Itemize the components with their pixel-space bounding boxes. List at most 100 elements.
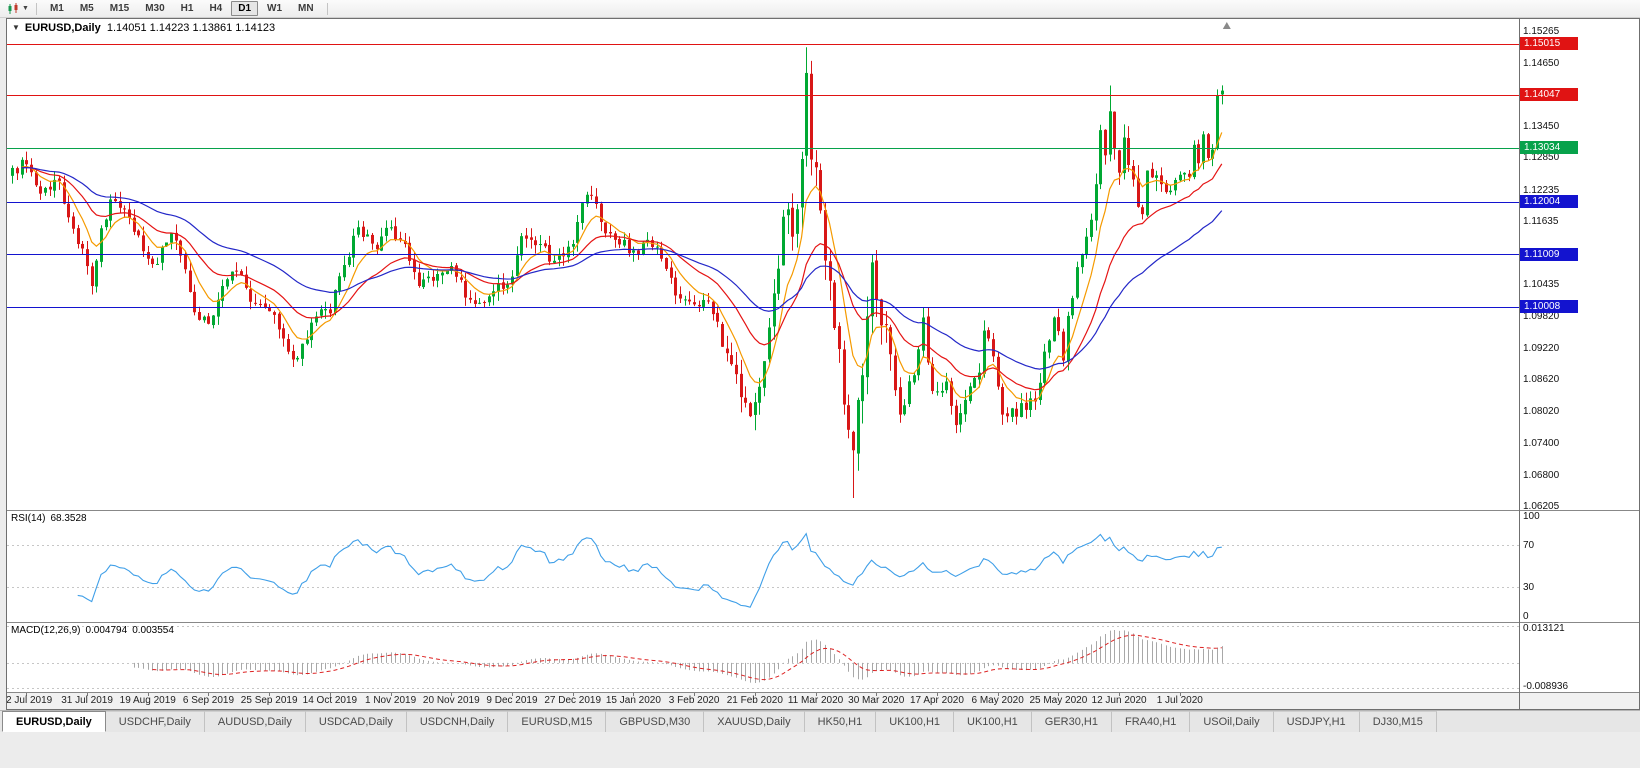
chevron-down-icon[interactable]: ▼ xyxy=(22,5,29,12)
timeframe-button-m30[interactable]: M30 xyxy=(145,3,165,14)
date-label: 27 Dec 2019 xyxy=(544,695,602,706)
macd-title: MACD(12,26,9) 0.004794 0.003554 xyxy=(11,625,174,636)
chart-tab-dj30-m15[interactable]: DJ30,M15 xyxy=(1359,711,1437,732)
date-label: 11 Mar 2020 xyxy=(787,695,844,706)
price-label: 1.06205 xyxy=(1523,501,1560,511)
date-label: 3 Feb 2020 xyxy=(668,695,720,706)
date-tick xyxy=(208,693,209,696)
rsi-level-label: 70 xyxy=(1523,539,1535,551)
date-label: 25 May 2020 xyxy=(1029,695,1088,706)
symbol-label: EURUSD,Daily xyxy=(24,22,101,34)
date-tick xyxy=(633,693,634,696)
price-label: 1.13450 xyxy=(1523,120,1560,132)
main-chart-canvas[interactable] xyxy=(7,19,1519,510)
date-label: 19 Aug 2019 xyxy=(119,695,176,706)
date-label: 1 Nov 2019 xyxy=(365,695,417,706)
chart-type-button[interactable] xyxy=(4,1,24,16)
macd-axis-label: 0.013121 xyxy=(1523,623,1565,634)
rsi-value: 68.3528 xyxy=(50,513,87,524)
macd-signal-value: 0.003554 xyxy=(132,625,174,636)
price-label: 1.08020 xyxy=(1523,405,1560,417)
one-click-trading-toggle-icon[interactable]: ▼ xyxy=(12,23,20,32)
macd-main-value: 0.004794 xyxy=(85,625,128,636)
chart-tab-uk100-h1[interactable]: UK100,H1 xyxy=(954,711,1032,732)
price-line-tag: 1.11009 xyxy=(1520,247,1578,261)
timeframe-button-w1[interactable]: W1 xyxy=(267,3,283,14)
chart-tab-fra40-h1[interactable]: FRA40,H1 xyxy=(1111,711,1191,732)
chart-tab-audusd-daily[interactable]: AUDUSD,Daily xyxy=(204,711,306,732)
chart-tab-ger30-h1[interactable]: GER30,H1 xyxy=(1031,711,1112,732)
date-label: 1 Jul 2020 xyxy=(1156,695,1203,706)
chart-tab-usdcad-daily[interactable]: USDCAD,Daily xyxy=(305,711,407,732)
timeframe-button-d1[interactable]: D1 xyxy=(231,1,259,16)
chart-workspace: ▼ EURUSD,Daily 1.14051 1.14223 1.13861 1.… xyxy=(0,18,1640,710)
chart-column: ▼ EURUSD,Daily 1.14051 1.14223 1.13861 1.… xyxy=(7,19,1519,709)
chart-tab-uk100-h1[interactable]: UK100,H1 xyxy=(876,711,955,732)
rsi-level-label: 30 xyxy=(1523,581,1535,593)
price-label: 1.10435 xyxy=(1523,279,1560,291)
price-label: 1.11635 xyxy=(1523,216,1559,228)
axis-corner xyxy=(1520,693,1639,709)
date-label: 9 Dec 2019 xyxy=(486,695,538,706)
date-label: 6 May 2020 xyxy=(971,695,1024,706)
price-label: 1.06800 xyxy=(1523,469,1560,481)
price-line-tag: 1.12004 xyxy=(1520,195,1578,209)
price-label: 1.15265 xyxy=(1523,25,1560,37)
toolbar-separator xyxy=(326,2,328,15)
macd-scale[interactable]: 0.013121 -0.008936 xyxy=(1520,623,1639,693)
timeframe-button-m1[interactable]: M1 xyxy=(49,3,64,14)
price-label: 1.09220 xyxy=(1523,342,1560,354)
price-label: 1.12235 xyxy=(1523,184,1560,196)
date-label: 25 Sep 2019 xyxy=(240,695,298,706)
chart-tab-xauusd-daily[interactable]: XAUUSD,Daily xyxy=(704,711,805,732)
date-tick xyxy=(1119,693,1120,696)
macd-canvas[interactable] xyxy=(7,623,1519,692)
rsi-label: RSI(14) xyxy=(11,513,46,524)
timeframe-button-m15[interactable]: M15 xyxy=(109,3,130,14)
date-tick xyxy=(937,693,938,696)
chart-tab-gbpusd-m30[interactable]: GBPUSD,M30 xyxy=(606,711,705,732)
timeframe-button-mn[interactable]: MN xyxy=(298,3,314,14)
chart-tab-usdjpy-h1[interactable]: USDJPY,H1 xyxy=(1273,711,1360,732)
rsi-scale[interactable]: 100 70 30 0 xyxy=(1520,511,1639,623)
timeframe-button-h1[interactable]: H1 xyxy=(180,3,194,14)
date-tick xyxy=(87,693,88,696)
price-label: 1.09820 xyxy=(1523,311,1560,323)
price-label: 1.08620 xyxy=(1523,374,1560,386)
date-tick xyxy=(26,693,27,696)
price-scale[interactable]: 1.15265 1.14650 1.13450 1.12850 1.12235 1.116… xyxy=(1520,19,1639,511)
rsi-canvas[interactable] xyxy=(7,511,1519,622)
date-label: 14 Oct 2019 xyxy=(302,695,358,706)
chart-tab-hk50-h1[interactable]: HK50,H1 xyxy=(804,711,877,732)
date-tick xyxy=(512,693,513,696)
chart-tab-usdcnh-daily[interactable]: USDCNH,Daily xyxy=(406,711,509,732)
date-tick xyxy=(391,693,392,696)
date-tick xyxy=(816,693,817,696)
date-tick xyxy=(330,693,331,696)
timeframe-button-h4[interactable]: H4 xyxy=(209,3,223,14)
main-chart-panel: ▼ EURUSD,Daily 1.14051 1.14223 1.13861 1.… xyxy=(7,19,1519,511)
rsi-level-label: 100 xyxy=(1523,511,1540,522)
date-label: 31 Jul 2019 xyxy=(61,695,113,706)
chart-tabs-bar: EURUSD,Daily USDCHF,Daily AUDUSD,Daily USDC… xyxy=(0,710,1640,732)
chart-frame: ▼ EURUSD,Daily 1.14051 1.14223 1.13861 1.… xyxy=(6,18,1640,710)
date-tick xyxy=(451,693,452,696)
date-tick xyxy=(148,693,149,696)
date-label: 6 Sep 2019 xyxy=(182,695,235,706)
candlestick-chart-icon xyxy=(8,2,18,14)
date-label: 21 Feb 2020 xyxy=(726,695,783,706)
toolbar-separator xyxy=(35,2,37,15)
macd-label: MACD(12,26,9) xyxy=(11,625,81,636)
chart-tab-eurusd-m15[interactable]: EURUSD,M15 xyxy=(508,711,607,732)
time-scale[interactable]: 12 Jul 2019 31 Jul 2019 19 Aug 2019 6 Sep 2… xyxy=(7,693,1519,709)
chart-tab-eurusd-daily[interactable]: EURUSD,Daily xyxy=(2,711,106,732)
price-line-tag: 1.13034 xyxy=(1520,141,1578,155)
chart-tab-usoil-daily[interactable]: USOil,Daily xyxy=(1190,711,1274,732)
date-tick xyxy=(755,693,756,696)
date-label: 30 Mar 2020 xyxy=(848,695,905,706)
price-axis-column: 1.15265 1.14650 1.13450 1.12850 1.12235 1.116… xyxy=(1519,19,1639,709)
chart-tab-usdchf-daily[interactable]: USDCHF,Daily xyxy=(105,711,205,732)
timeframe-button-group: M1 M5 M15 M30 H1 H4 D1 W1 MN xyxy=(42,1,322,16)
timeframe-button-m5[interactable]: M5 xyxy=(79,3,94,14)
